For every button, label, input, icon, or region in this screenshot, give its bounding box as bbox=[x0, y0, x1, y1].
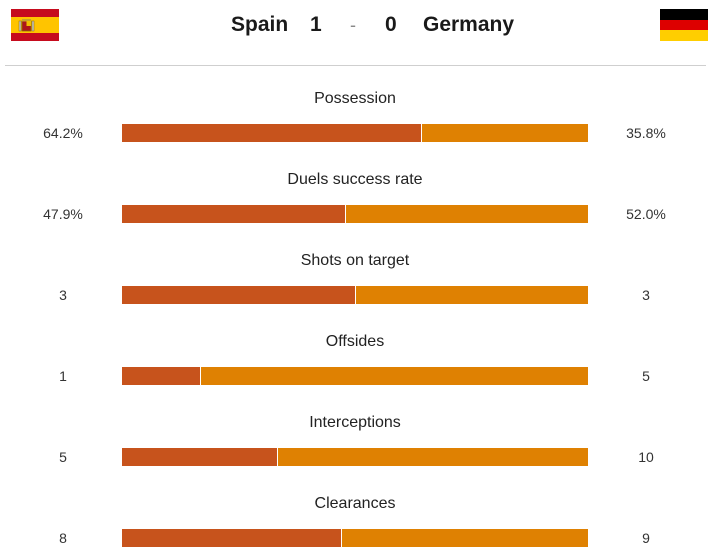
home-bar-segment bbox=[122, 367, 200, 385]
stat-row-offsides: Offsides 1 5 bbox=[0, 309, 715, 390]
away-value: 5 bbox=[642, 368, 650, 384]
stat-label: Clearances bbox=[314, 495, 396, 512]
score-separator: - bbox=[350, 15, 356, 35]
home-value: 3 bbox=[59, 287, 67, 303]
away-value: 9 bbox=[642, 530, 650, 546]
away-team-name: Germany bbox=[423, 13, 515, 36]
away-bar-segment bbox=[342, 529, 588, 547]
stat-row-shots-on-target: Shots on target 3 3 bbox=[0, 228, 715, 309]
away-bar-segment bbox=[278, 448, 588, 466]
stat-row-possession: Possession 64.2% 35.8% bbox=[0, 66, 715, 147]
away-value: 10 bbox=[638, 449, 654, 465]
home-team-name: Spain bbox=[231, 13, 289, 36]
bar-separator bbox=[355, 286, 356, 304]
comparison-bar bbox=[122, 205, 588, 223]
bar-separator bbox=[200, 367, 201, 385]
match-header: Spain 1 - 0 Germany bbox=[0, 0, 715, 56]
home-value: 8 bbox=[59, 530, 67, 546]
stat-label: Offsides bbox=[325, 333, 385, 350]
stat-label: Shots on target bbox=[300, 252, 410, 269]
bar-separator bbox=[345, 205, 346, 223]
away-score: 0 bbox=[385, 13, 397, 36]
home-value: 1 bbox=[59, 368, 67, 384]
stat-label: Interceptions bbox=[309, 414, 401, 431]
germany-flag-icon bbox=[660, 9, 708, 41]
away-value: 52.0% bbox=[626, 206, 666, 222]
home-value: 64.2% bbox=[43, 125, 83, 141]
home-bar-segment bbox=[122, 529, 341, 547]
comparison-bar bbox=[122, 286, 588, 304]
header-divider bbox=[5, 65, 706, 66]
comparison-bar bbox=[122, 448, 588, 466]
stat-row-interceptions: Interceptions 5 10 bbox=[0, 390, 715, 471]
stats-chart: Possession 64.2% 35.8% Duels success rate 47… bbox=[0, 66, 715, 552]
spain-flag-icon bbox=[11, 9, 59, 41]
bar-separator bbox=[341, 529, 342, 547]
stat-label: Duels success rate bbox=[287, 171, 423, 188]
away-bar-segment bbox=[356, 286, 588, 304]
home-value: 5 bbox=[59, 449, 67, 465]
home-bar-segment bbox=[122, 286, 355, 304]
away-value: 3 bbox=[642, 287, 650, 303]
bar-separator bbox=[421, 124, 422, 142]
away-bar-segment bbox=[346, 205, 588, 223]
home-value: 47.9% bbox=[43, 206, 83, 222]
home-score: 1 bbox=[310, 13, 322, 36]
stat-row-clearances: Clearances 8 9 bbox=[0, 471, 715, 552]
comparison-bar bbox=[122, 124, 588, 142]
comparison-bar bbox=[122, 529, 588, 547]
home-bar-segment bbox=[122, 205, 345, 223]
stat-label: Possession bbox=[314, 90, 396, 107]
bar-separator bbox=[277, 448, 278, 466]
comparison-bar bbox=[122, 367, 588, 385]
away-bar-segment bbox=[422, 124, 588, 142]
stat-row-duels-success-rate: Duels success rate 47.9% 52.0% bbox=[0, 147, 715, 228]
away-bar-segment bbox=[201, 367, 588, 385]
home-bar-segment bbox=[122, 448, 277, 466]
away-value: 35.8% bbox=[626, 125, 666, 141]
home-bar-segment bbox=[122, 124, 421, 142]
